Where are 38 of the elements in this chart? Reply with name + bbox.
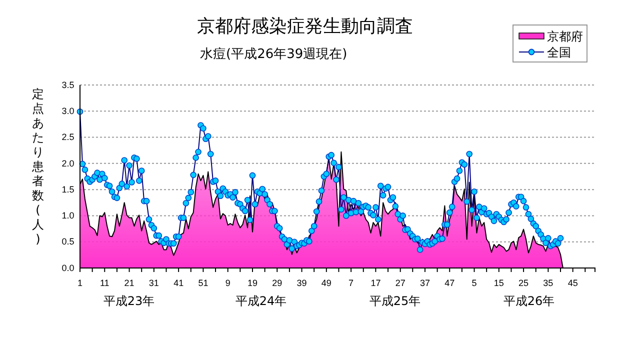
y-tick-label: 1.5: [62, 184, 74, 194]
y-tick-label: 2.5: [62, 132, 74, 142]
y-tick-label: 3.5: [62, 80, 74, 90]
x-tick-label: 47: [444, 278, 455, 288]
x-tick-label: 51: [198, 278, 208, 288]
x-tick-label: 41: [174, 278, 184, 288]
y-tick-label: 0.0: [62, 262, 74, 273]
x-tick-label: 49: [321, 278, 332, 288]
x-tick-label: 25: [518, 278, 529, 288]
text: 平成24年: [235, 294, 287, 308]
x-tick-label: 45: [568, 278, 578, 288]
x-tick-label: 31: [148, 278, 159, 288]
x-tick-label: 1: [77, 278, 83, 288]
y-tick-label: 1.0: [62, 210, 74, 221]
legend-label: 京都府: [547, 30, 583, 44]
x-tick-label: 37: [420, 278, 430, 288]
text: 平成26年: [503, 294, 555, 308]
y-tick-label: 2.0: [62, 158, 74, 168]
chart-subtitle: 水痘(平成26年39週現在): [200, 47, 348, 62]
chart-title: 京都府感染症発生動向調査: [197, 16, 413, 37]
x-tick-label: 21: [124, 278, 134, 288]
x-tick-label: 29: [272, 278, 282, 288]
text: 平成25年: [369, 294, 421, 308]
x-tick-label: 15: [494, 278, 504, 288]
x-tick-label: 39: [296, 278, 307, 288]
text: 定点あたり患者数(人): [32, 87, 44, 246]
y-tick-label: 0.5: [62, 236, 74, 247]
y-tick-label: 3.0: [62, 106, 74, 116]
text: 平成23年: [103, 294, 155, 308]
legend-label: 全国: [547, 46, 571, 60]
x-tick-label: 27: [395, 278, 406, 288]
x-tick-label: 9: [225, 278, 230, 288]
x-tick-label: 11: [100, 278, 110, 288]
x-tick-label: 7: [348, 278, 354, 288]
x-tick-label: 5: [472, 278, 477, 288]
x-tick-label: 19: [247, 278, 258, 288]
x-tick-label: 17: [370, 278, 381, 288]
x-tick-label: 35: [543, 278, 554, 288]
